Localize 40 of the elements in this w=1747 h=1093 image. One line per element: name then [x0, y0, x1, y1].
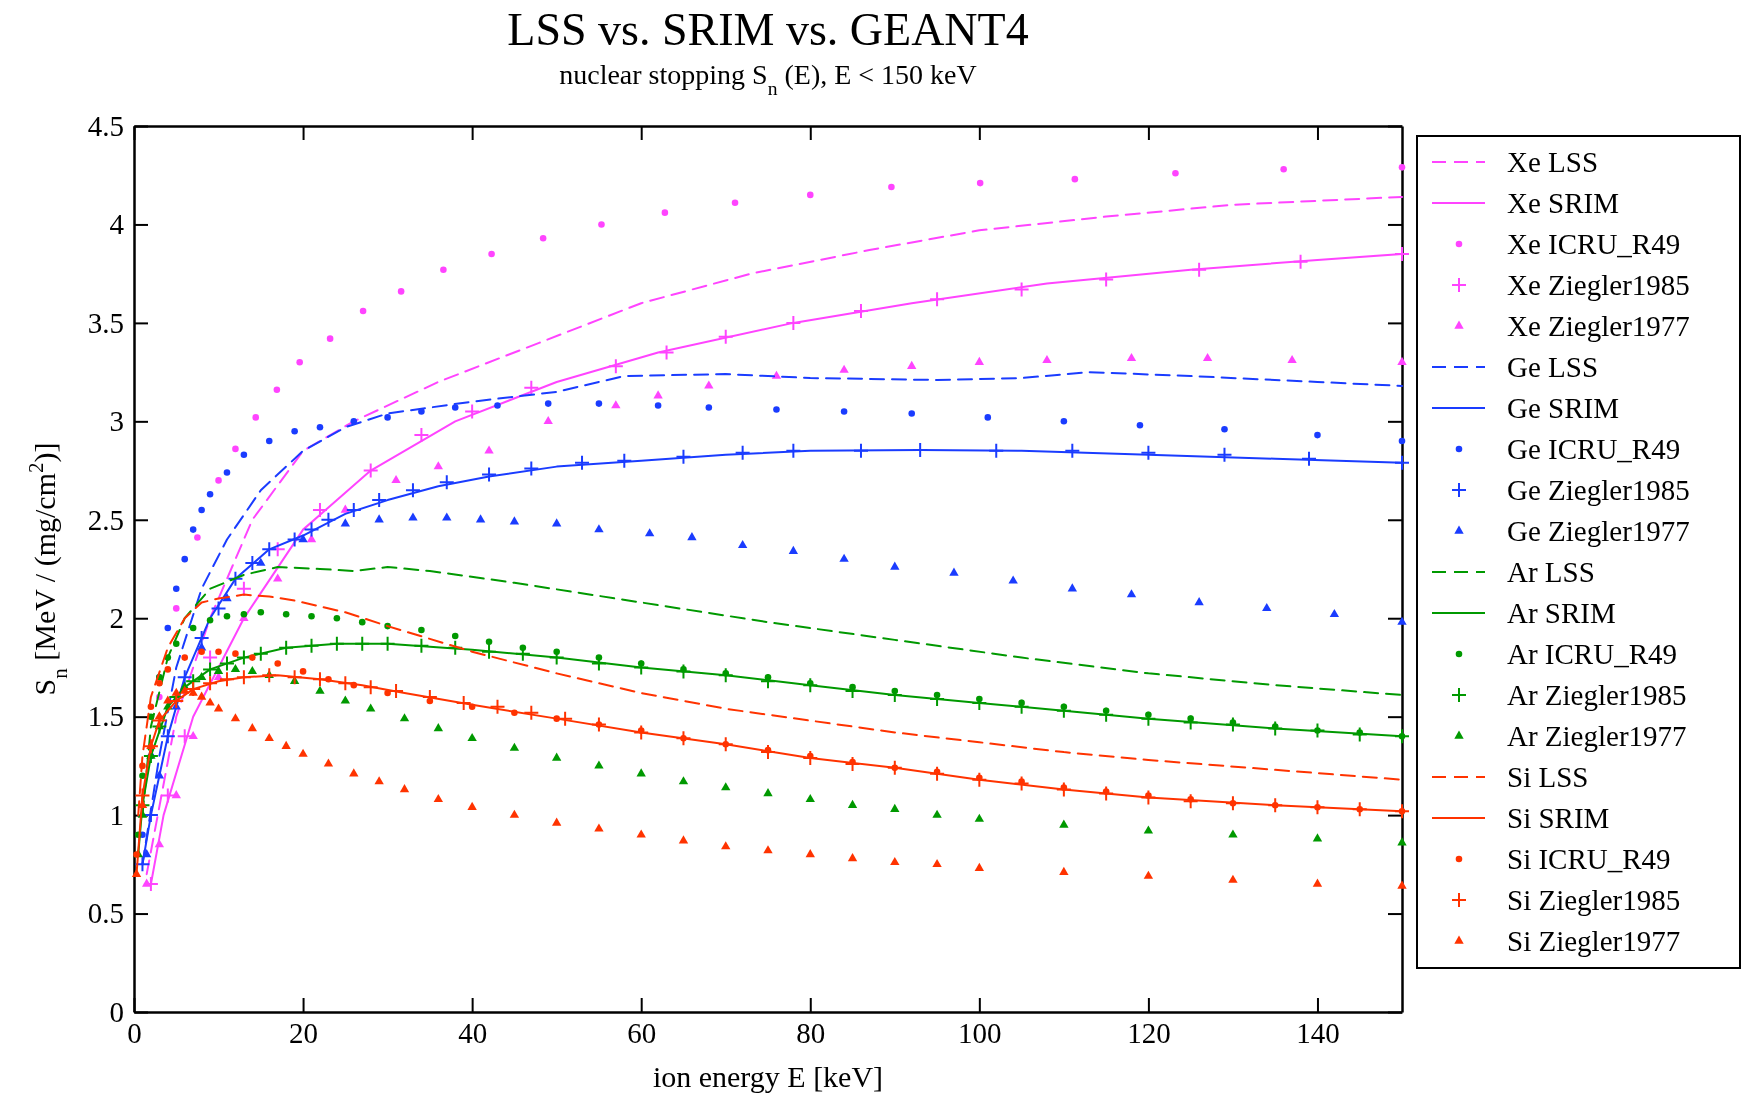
legend-label: Ge ICRU_R49	[1507, 433, 1681, 465]
legend-label: Xe SRIM	[1507, 187, 1619, 219]
y-tick-label: 2	[109, 602, 124, 634]
y-tick-label: 1.5	[87, 700, 124, 733]
legend-label: Xe ICRU_R49	[1507, 228, 1681, 260]
legend-label: Si SRIM	[1507, 802, 1610, 834]
y-tick-label: 4	[109, 208, 125, 241]
legend-label: Ar ICRU_R49	[1507, 638, 1677, 670]
x-tick-label: 60	[627, 1016, 657, 1049]
legend-label: Ar LSS	[1507, 556, 1595, 588]
legend-label: Ar Ziegler1977	[1507, 720, 1687, 752]
legend-label: Xe LSS	[1507, 146, 1599, 178]
y-tick-label: 2.5	[87, 503, 124, 536]
x-axis-title: ion energy E [keV]	[652, 1060, 884, 1093]
legend-label: Si LSS	[1507, 761, 1589, 793]
legend-label: Ar Ziegler1985	[1507, 679, 1687, 711]
x-tick-label: 100	[958, 1016, 1002, 1049]
legend-label: Si Ziegler1985	[1507, 884, 1681, 916]
legend-label: Ge SRIM	[1507, 392, 1619, 424]
legend-label: Ar SRIM	[1507, 597, 1616, 629]
chart-subtitle: nuclear stopping S$_{n}$ (E), E < 150 keV	[559, 59, 977, 99]
y-tick-label: 0	[109, 995, 124, 1028]
y-tick-label: 1	[109, 798, 124, 831]
legend-label: Xe Ziegler1985	[1507, 269, 1690, 301]
legend-label: Ge Ziegler1985	[1507, 474, 1690, 506]
x-tick-label: 140	[1296, 1016, 1340, 1049]
legend-label: Si Ziegler1977	[1507, 925, 1681, 957]
legend-label: Si ICRU_R49	[1507, 843, 1671, 875]
y-tick-label: 3.5	[87, 306, 124, 339]
x-tick-label: 80	[796, 1016, 826, 1049]
y-tick-label: 3	[109, 405, 124, 438]
legend-label: Xe Ziegler1977	[1507, 310, 1690, 342]
legend-label: Ge LSS	[1507, 351, 1599, 383]
chart-title: LSS vs. SRIM vs. GEANT4	[507, 4, 1029, 55]
x-tick-label: 40	[458, 1016, 488, 1049]
y-tick-label: 4.5	[87, 109, 124, 142]
x-tick-label: 20	[289, 1016, 319, 1049]
legend-label: Ge Ziegler1977	[1507, 515, 1690, 547]
y-tick-label: 0.5	[87, 897, 124, 930]
x-tick-label: 120	[1127, 1016, 1171, 1049]
